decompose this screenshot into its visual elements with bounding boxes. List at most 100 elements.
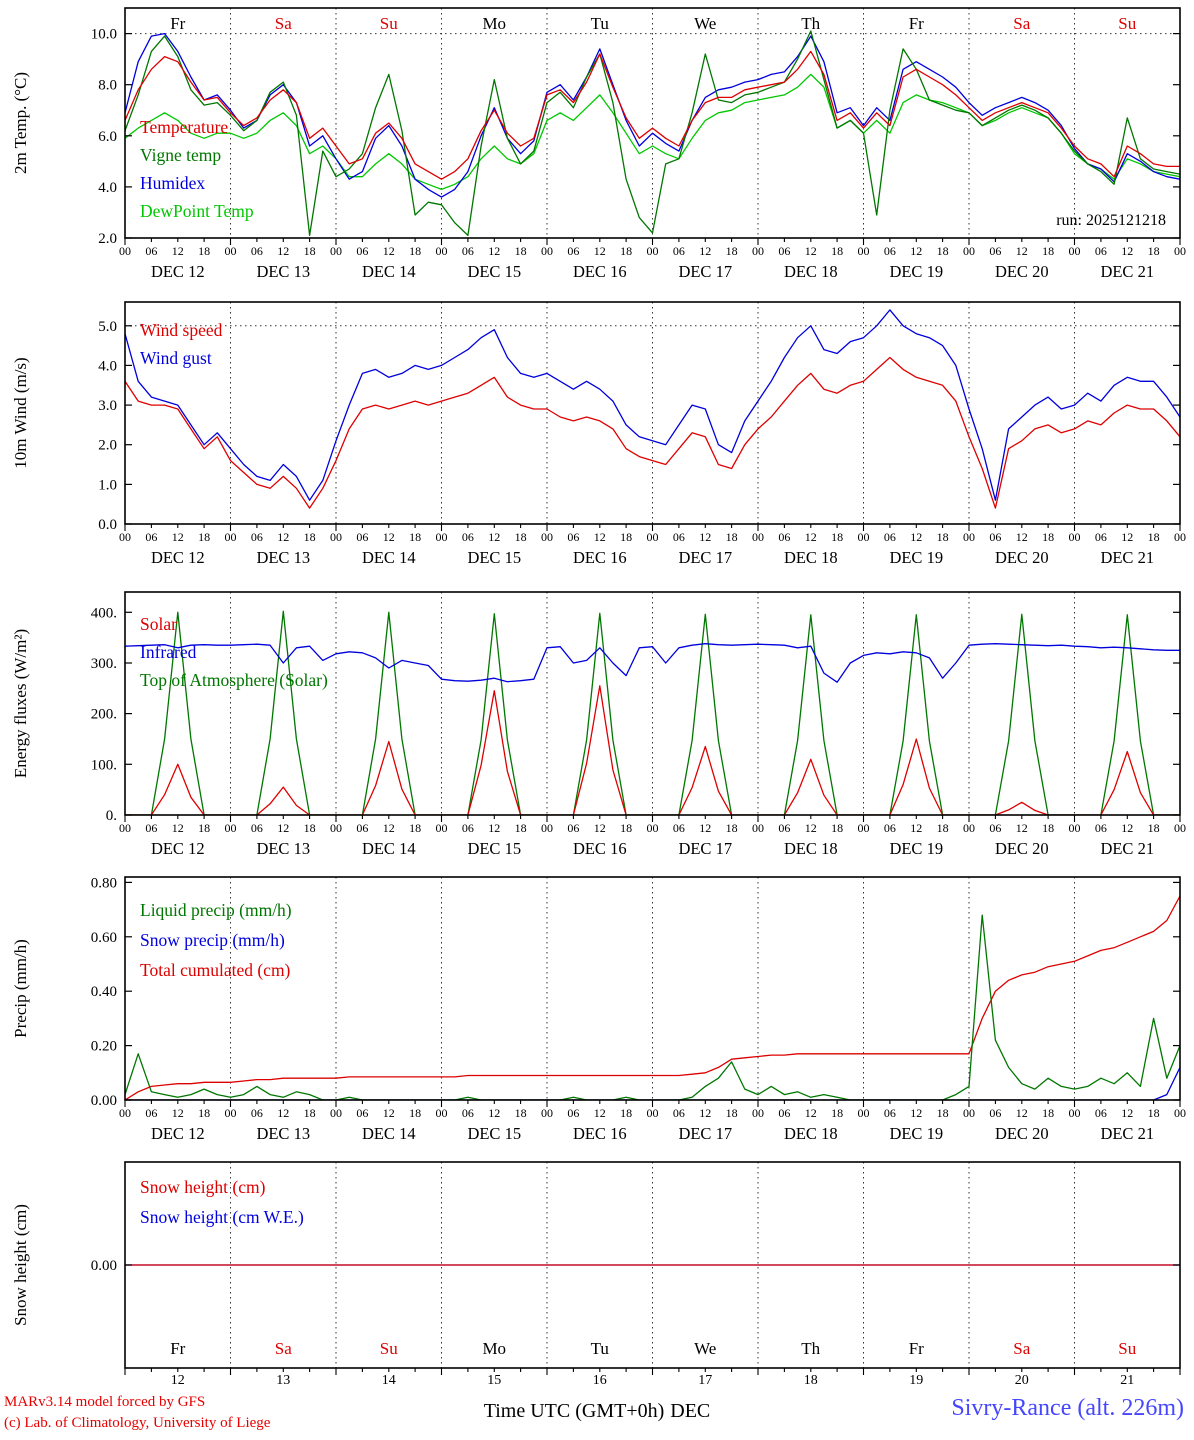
hour-tick-label: 12 <box>910 821 922 835</box>
date-label: DEC 12 <box>151 839 205 858</box>
day-name-label: Fr <box>170 1339 185 1358</box>
y-tick-label: 0.40 <box>91 984 117 1000</box>
hour-tick-label: 00 <box>647 821 659 835</box>
hour-tick-label: 12 <box>1121 821 1133 835</box>
model-credit-line: MARv3.14 model forced by GFS <box>4 1394 206 1410</box>
time-utc-label: Time UTC (GMT+0h) <box>483 1400 665 1422</box>
hour-tick-label: 18 <box>1148 821 1160 835</box>
hour-tick-label: 00 <box>541 821 553 835</box>
hour-tick-label: 06 <box>884 244 896 258</box>
date-label: DEC 15 <box>467 839 521 858</box>
day-name-label: Th <box>801 1339 820 1358</box>
day-number-label: 20 <box>1015 1373 1029 1388</box>
date-label: DEC 21 <box>1100 1124 1154 1143</box>
hour-tick-label: 18 <box>831 821 843 835</box>
hour-tick-label: 00 <box>1174 821 1186 835</box>
hour-tick-label: 00 <box>963 1106 975 1120</box>
hour-tick-label: 06 <box>145 821 157 835</box>
energy-flux-panel: 0. 100. 200. 300. 400. 00 06 12 18 00 06 12 18 00 06 12… <box>0 580 1194 870</box>
hour-tick-label: 18 <box>515 244 527 258</box>
hour-tick-label: 00 <box>225 821 237 835</box>
hour-tick-label: 12 <box>172 530 184 544</box>
hour-tick-label: 00 <box>858 244 870 258</box>
hour-tick-label: 06 <box>356 530 368 544</box>
hour-tick-label: 12 <box>1016 1106 1028 1120</box>
hour-tick-label: 06 <box>1095 821 1107 835</box>
date-label: DEC 12 <box>151 262 205 281</box>
hour-tick-label: 12 <box>805 244 817 258</box>
hour-tick-label: 06 <box>884 530 896 544</box>
precip-chart: 0.00 0.20 0.40 0.60 0.80 00 06 12 18 00 06 12 18 00 06… <box>11 875 1186 1143</box>
hour-tick-label: 06 <box>356 821 368 835</box>
hour-tick-label: 06 <box>462 821 474 835</box>
date-label: DEC 20 <box>995 548 1049 567</box>
y-tick-label: 6.0 <box>98 129 117 145</box>
legend-dewpoint-temp: DewPoint Temp <box>140 201 254 221</box>
month-label: DEC <box>670 1400 711 1422</box>
hour-tick-label: 06 <box>251 821 263 835</box>
hour-tick-label: 18 <box>304 1106 316 1120</box>
hour-tick-label: 00 <box>1069 821 1081 835</box>
hour-tick-label: 00 <box>119 244 131 258</box>
date-label: DEC 18 <box>784 548 838 567</box>
date-label: DEC 16 <box>573 262 627 281</box>
hour-tick-label: 18 <box>831 530 843 544</box>
hour-tick-label: 06 <box>884 821 896 835</box>
hour-tick-label: 18 <box>1042 244 1054 258</box>
day-name-label: Fr <box>170 14 185 33</box>
legend-solar: Solar <box>140 614 177 634</box>
hour-tick-label: 18 <box>304 244 316 258</box>
day-number-label: 12 <box>171 1373 185 1388</box>
wind-chart: 0.0 1.0 2.0 3.0 4.0 5.0 00 06 12 18 00 06 12 18 00 06 12… <box>11 301 1186 567</box>
hour-tick-label: 12 <box>383 244 395 258</box>
hour-tick-label: 00 <box>858 1106 870 1120</box>
date-label: DEC 13 <box>256 839 310 858</box>
hour-tick-label: 12 <box>910 244 922 258</box>
hour-tick-label: 06 <box>251 244 263 258</box>
hour-tick-label: 12 <box>1121 1106 1133 1120</box>
date-label: DEC 19 <box>889 262 943 281</box>
hour-tick-label: 00 <box>225 1106 237 1120</box>
hour-tick-label: 18 <box>726 244 738 258</box>
hour-tick-label: 18 <box>515 530 527 544</box>
hour-tick-label: 18 <box>620 1106 632 1120</box>
day-number-label: 19 <box>909 1373 923 1388</box>
date-label: DEC 14 <box>362 1124 416 1143</box>
hour-tick-label: 12 <box>383 1106 395 1120</box>
hour-tick-label: 06 <box>145 530 157 544</box>
hour-tick-label: 00 <box>436 530 448 544</box>
hour-tick-label: 18 <box>409 244 421 258</box>
date-label: DEC 18 <box>784 1124 838 1143</box>
hour-tick-label: 06 <box>1095 530 1107 544</box>
hour-tick-label: 06 <box>1095 244 1107 258</box>
hour-tick-label: 06 <box>989 821 1001 835</box>
hour-tick-label: 18 <box>831 244 843 258</box>
hour-tick-label: 00 <box>858 530 870 544</box>
day-number-label: 14 <box>382 1373 396 1388</box>
y-tick-label: 4.0 <box>98 358 117 374</box>
hour-tick-label: 00 <box>541 530 553 544</box>
date-label: DEC 16 <box>573 1124 627 1143</box>
hour-tick-label: 00 <box>330 244 342 258</box>
y-tick-label: 10.0 <box>91 27 117 43</box>
hour-tick-label: 06 <box>778 1106 790 1120</box>
hour-tick-label: 00 <box>119 821 131 835</box>
hour-tick-label: 06 <box>145 244 157 258</box>
hour-tick-label: 06 <box>251 530 263 544</box>
date-label: DEC 12 <box>151 1124 205 1143</box>
hour-tick-label: 00 <box>963 530 975 544</box>
hour-tick-label: 12 <box>1016 244 1028 258</box>
day-name-label: Su <box>1118 14 1136 33</box>
hour-tick-label: 18 <box>515 821 527 835</box>
hour-tick-label: 12 <box>488 1106 500 1120</box>
hour-tick-label: 18 <box>937 821 949 835</box>
y-axis-title: Snow height (cm) <box>11 1204 30 1326</box>
y-tick-label: 8.0 <box>98 78 117 94</box>
hour-tick-label: 12 <box>594 1106 606 1120</box>
hour-tick-label: 12 <box>1121 530 1133 544</box>
hour-tick-label: 06 <box>567 1106 579 1120</box>
hour-tick-label: 18 <box>1042 530 1054 544</box>
hour-tick-label: 00 <box>225 530 237 544</box>
date-label: DEC 20 <box>995 1124 1049 1143</box>
day-name-label: Fr <box>909 1339 924 1358</box>
